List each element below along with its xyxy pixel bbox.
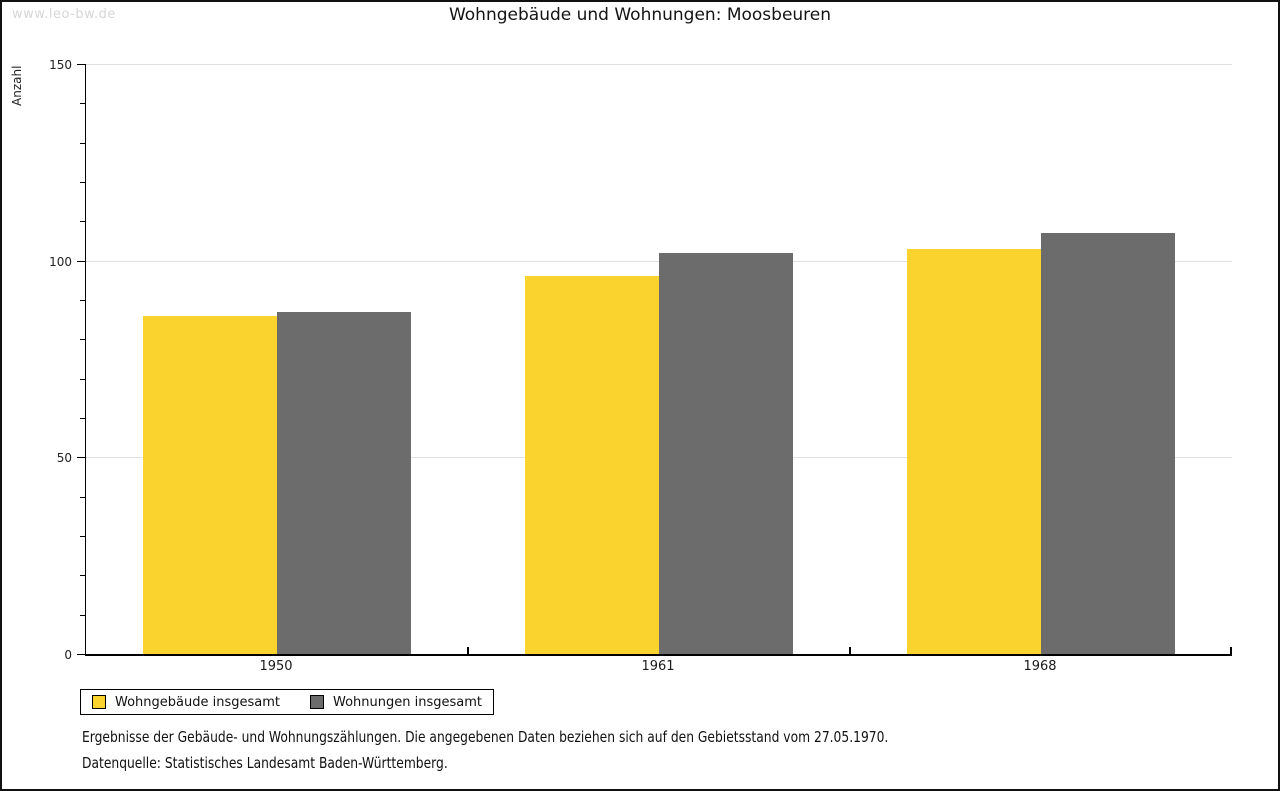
y-minor-tick-30 xyxy=(80,536,86,537)
footnote-source-note: Ergebnisse der Gebäude- und Wohnungszähl… xyxy=(82,728,889,746)
y-minor-tick-70 xyxy=(80,378,86,380)
bar-1961-wohngebäude-insgesamt xyxy=(525,276,659,654)
y-minor-tick-40 xyxy=(80,496,86,498)
legend-item-wohnungen-insgesamt: Wohnungen insgesamt xyxy=(310,695,482,710)
bar-groups xyxy=(86,64,1232,654)
y-major-tick-150 xyxy=(77,64,86,65)
y-minor-tick-110 xyxy=(80,221,86,223)
bar-group-1950 xyxy=(86,64,468,654)
bar-1961-wohnungen-insgesamt xyxy=(659,252,793,654)
y-tick-label-150: 150 xyxy=(49,58,72,72)
chart-title: Wohngebäude und Wohnungen: Moosbeuren xyxy=(448,5,832,25)
x-tick-label-1950: 1950 xyxy=(259,659,293,674)
gridline-150 xyxy=(86,64,1232,65)
y-minor-tick-130 xyxy=(80,142,86,144)
legend-swatch-icon xyxy=(310,695,324,709)
legend-swatch-icon xyxy=(92,695,106,709)
y-tick-label-0: 0 xyxy=(64,648,72,662)
y-minor-tick-20 xyxy=(80,575,86,577)
y-tick-label-50: 50 xyxy=(56,451,72,466)
x-tick-label-1961: 1961 xyxy=(641,659,675,674)
legend: Wohngebäude insgesamt Wohnungen insgesamt xyxy=(80,689,494,715)
y-minor-tick-10 xyxy=(80,614,86,616)
footnote-data-source: Datenquelle: Statistisches Landesamt Bad… xyxy=(82,754,448,772)
y-major-tick-0 xyxy=(77,654,86,655)
y-minor-tick-80 xyxy=(80,339,86,341)
legend-label: Wohngebäude insgesamt xyxy=(115,694,280,710)
y-axis-label: Anzahl xyxy=(10,65,24,106)
x-boundary-tick-2 xyxy=(848,647,851,654)
x-boundary-tick-1 xyxy=(466,647,469,654)
y-minor-tick-90 xyxy=(80,300,86,301)
y-tick-label-100: 100 xyxy=(49,254,72,269)
plot-area: 0 50 100 150 xyxy=(49,58,1232,662)
y-major-tick-50 xyxy=(77,457,86,459)
x-tick-label-1968: 1968 xyxy=(1023,659,1057,674)
bar-1968-wohngebäude-insgesamt xyxy=(907,248,1041,654)
legend-item-wohngebäude-insgesamt: Wohngebäude insgesamt xyxy=(92,695,280,710)
y-major-tick-100 xyxy=(77,260,86,262)
bar-1950-wohngebäude-insgesamt xyxy=(143,315,277,654)
watermark: www.leo-bw.de xyxy=(12,7,116,22)
x-labels: 1950 1961 1968 xyxy=(85,659,1231,674)
x-boundary-tick-end xyxy=(1230,647,1232,654)
bar-group-1968 xyxy=(850,64,1232,654)
bar-group-1961 xyxy=(468,64,850,654)
y-minor-tick-60 xyxy=(80,418,86,419)
bar-1968-wohnungen-insgesamt xyxy=(1041,233,1175,654)
y-minor-tick-140 xyxy=(80,103,86,105)
legend-label: Wohnungen insgesamt xyxy=(333,694,482,710)
bar-1950-wohnungen-insgesamt xyxy=(277,311,411,654)
y-minor-tick-120 xyxy=(80,182,86,183)
